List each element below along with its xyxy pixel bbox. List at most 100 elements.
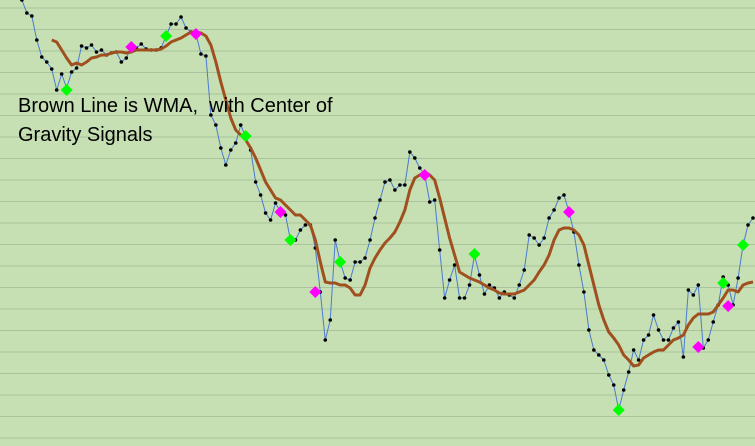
price-dot <box>477 273 482 277</box>
price-dot <box>373 216 377 220</box>
price-dot <box>552 208 556 212</box>
price-dot <box>621 388 626 392</box>
price-dot <box>408 150 412 154</box>
price-dot <box>751 216 755 220</box>
price-dot <box>482 292 487 296</box>
price-dot <box>333 238 338 242</box>
price-dot <box>49 67 54 71</box>
price-dot <box>214 123 218 127</box>
price-dot <box>323 338 328 342</box>
price-dot <box>54 88 59 92</box>
price-dot <box>537 243 541 247</box>
wma-line <box>51 30 754 368</box>
price-dot <box>383 180 387 184</box>
price-dot <box>363 256 367 260</box>
price-dot <box>199 52 203 56</box>
price-dot <box>233 141 238 145</box>
price-dot <box>641 338 646 342</box>
price-dot <box>597 353 601 357</box>
signal-marker <box>692 341 705 353</box>
price-dot <box>343 276 347 280</box>
price-dot <box>691 293 696 297</box>
price-dot <box>582 290 586 294</box>
price-dot <box>204 54 208 58</box>
signal-marker <box>239 130 252 142</box>
price-dot <box>238 123 243 127</box>
price-dot <box>706 338 711 342</box>
price-dot <box>611 383 616 387</box>
price-dot <box>99 48 104 52</box>
price-dot <box>119 60 124 64</box>
signal-marker <box>418 169 431 181</box>
price-dot <box>273 201 278 205</box>
price-dot <box>671 326 676 330</box>
price-dot <box>398 183 402 187</box>
price-dot <box>263 211 268 215</box>
signal-marker <box>274 206 287 218</box>
signal-marker <box>284 234 297 246</box>
signal-marker <box>189 28 202 40</box>
price-dot <box>84 46 89 50</box>
price-dot <box>59 72 64 76</box>
price-dot <box>636 358 641 362</box>
signal-marker <box>717 277 730 289</box>
price-dot <box>626 370 631 374</box>
price-dot <box>686 288 691 292</box>
annotation: Brown Line is WMA, with Center of Gravit… <box>18 95 339 146</box>
signal-marker <box>125 41 138 53</box>
price-dot <box>457 296 462 300</box>
price-dot <box>631 348 636 352</box>
price-dot <box>651 313 656 317</box>
price-dot <box>427 200 432 204</box>
price-dot <box>661 338 666 342</box>
price-dot <box>403 183 407 187</box>
price-dot <box>437 248 442 252</box>
price-dot <box>219 146 223 150</box>
price-dot <box>696 283 701 287</box>
price-dot <box>512 296 517 300</box>
price-dot <box>517 283 522 287</box>
price-dot <box>522 268 527 272</box>
price-dot <box>39 55 44 59</box>
price-dot <box>44 60 49 64</box>
price-dot <box>587 328 591 332</box>
price-dot <box>602 358 606 362</box>
price-dot <box>358 260 362 264</box>
price-dot <box>20 0 24 2</box>
price-dot <box>532 236 536 240</box>
price-dot <box>25 11 29 15</box>
price-dot <box>676 320 681 324</box>
price-dot <box>393 188 397 192</box>
price-dot <box>228 148 233 152</box>
signal-marker <box>334 256 347 268</box>
price-dot <box>224 163 228 167</box>
price-dot <box>89 43 94 47</box>
price-dot <box>711 320 716 324</box>
price-dot <box>432 198 437 202</box>
price-dot <box>442 296 447 300</box>
price-dot <box>557 196 561 200</box>
signal-marker <box>612 404 625 416</box>
price-dot <box>30 14 34 18</box>
price-dot <box>79 44 84 48</box>
price-dot <box>184 26 188 30</box>
price-dot <box>497 296 502 300</box>
price-dot <box>417 166 422 170</box>
price-dot <box>681 355 686 359</box>
price-dot <box>328 318 333 322</box>
price-dot <box>35 38 39 42</box>
price-dot <box>268 218 273 222</box>
price-dot <box>736 276 740 280</box>
price-dot <box>606 373 611 377</box>
signal-marker <box>722 300 735 312</box>
price-dot <box>174 22 178 26</box>
price-dot <box>169 22 173 26</box>
signal-marker <box>468 248 481 260</box>
price-dot <box>666 338 671 342</box>
price-dot <box>646 333 651 337</box>
signal-marker <box>562 206 575 218</box>
price-dot <box>378 198 382 202</box>
price-dot <box>139 42 144 46</box>
price-dot <box>94 50 99 54</box>
